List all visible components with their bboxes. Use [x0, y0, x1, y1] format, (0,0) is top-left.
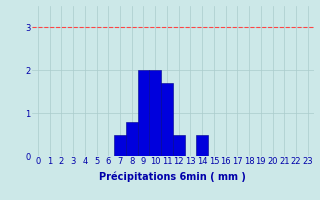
Bar: [196, 135, 208, 156]
X-axis label: Précipitations 6min ( mm ): Précipitations 6min ( mm ): [100, 172, 246, 182]
Bar: [138, 70, 149, 156]
Bar: [173, 135, 185, 156]
Bar: [149, 70, 161, 156]
Bar: [126, 122, 138, 156]
Bar: [114, 135, 126, 156]
Bar: [161, 83, 173, 156]
